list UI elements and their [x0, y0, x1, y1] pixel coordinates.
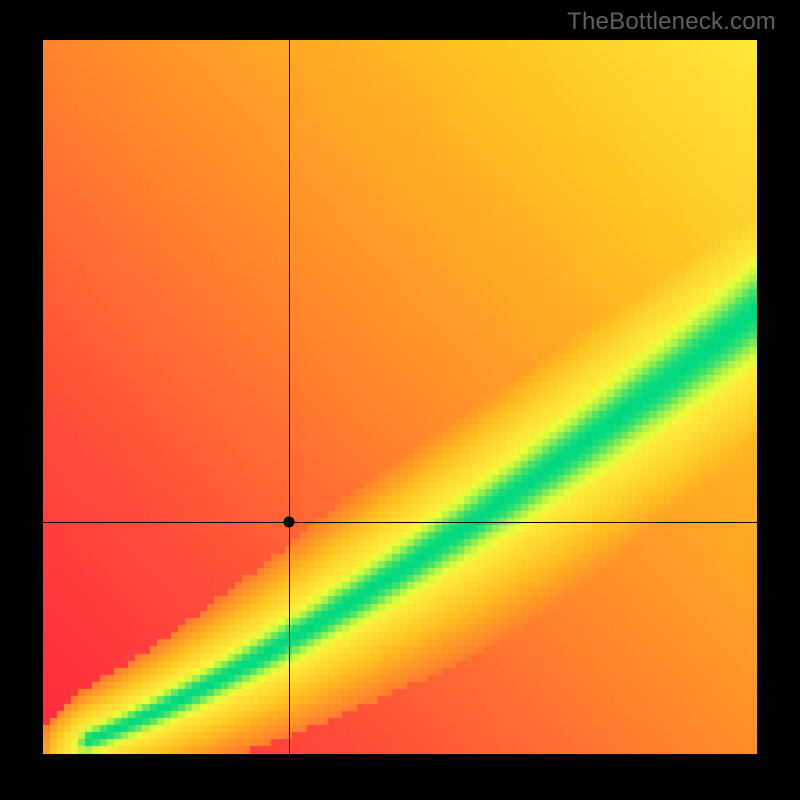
crosshair-vertical: [289, 40, 290, 754]
data-point-marker: [284, 516, 295, 527]
watermark-text: TheBottleneck.com: [567, 8, 776, 36]
heatmap-canvas: [43, 40, 757, 754]
heatmap-plot: [43, 40, 757, 754]
crosshair-horizontal: [43, 522, 757, 523]
